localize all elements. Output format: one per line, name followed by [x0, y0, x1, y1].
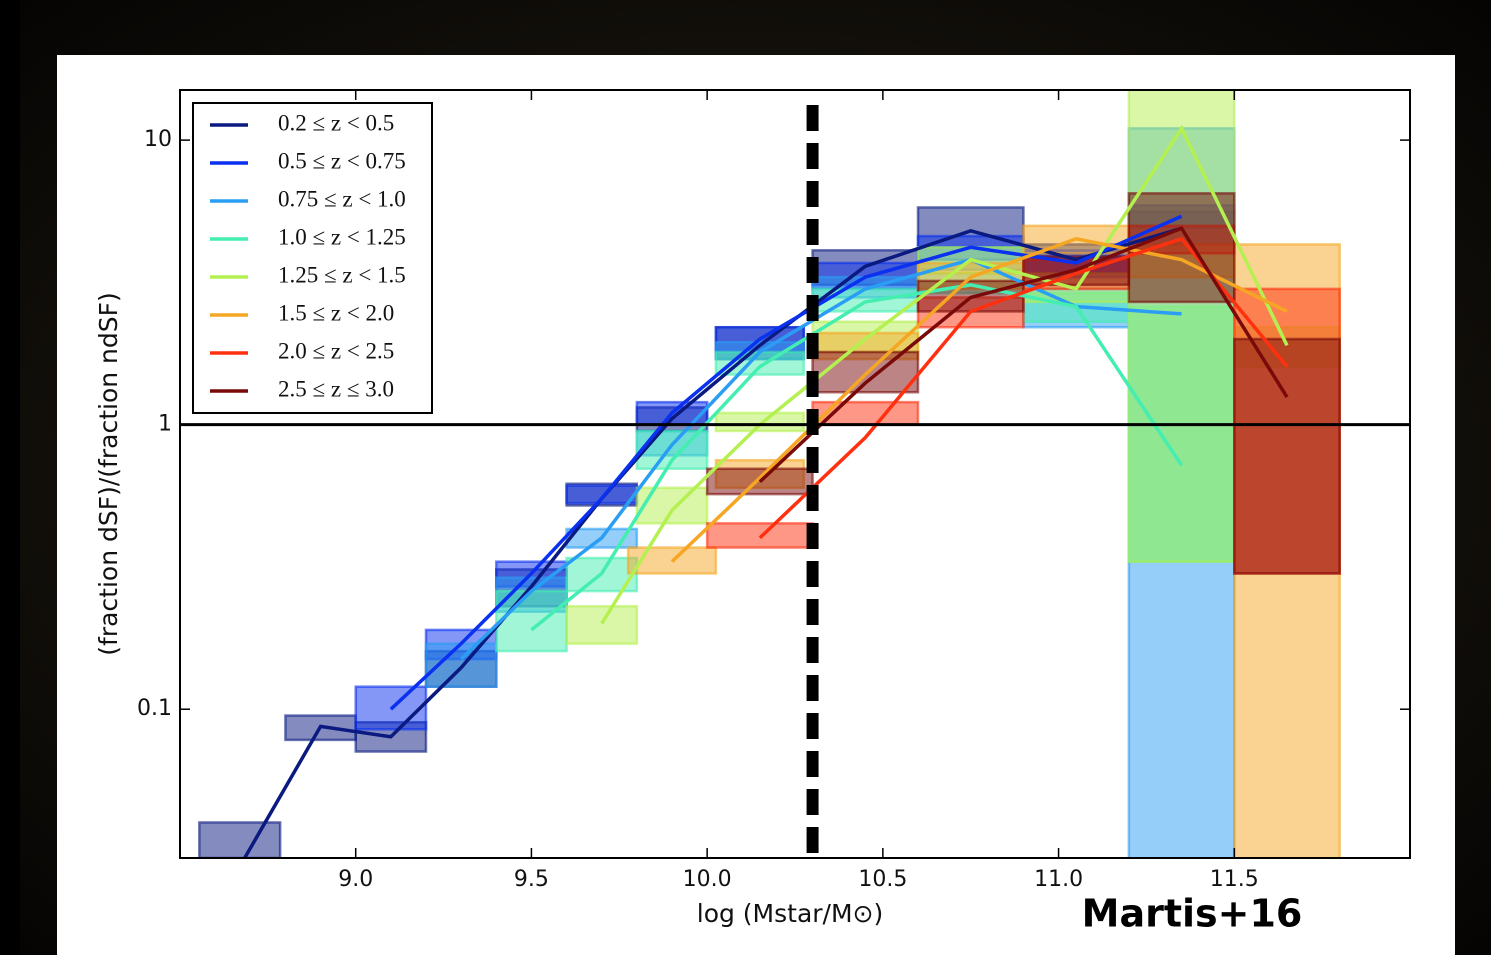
error-box [495, 589, 568, 653]
error-box [1127, 90, 1236, 563]
legend-label: 0.2 ≤ z < 0.5 [278, 110, 394, 135]
series-line [670, 236, 1288, 563]
citation: Martis+16 [1082, 892, 1303, 936]
x-tick-label: 11.0 [1034, 867, 1083, 892]
legend-label: 2.0 ≤ z < 2.5 [278, 338, 394, 363]
x-tick-label: 10.5 [858, 867, 907, 892]
series-line [600, 124, 1289, 625]
error-box [284, 714, 357, 742]
y-tick-label: 0.1 [137, 696, 172, 721]
legend-label: 0.5 ≤ z < 0.75 [278, 148, 406, 173]
legend-box [192, 102, 433, 414]
x-tick-label: 9.0 [338, 867, 373, 892]
edge [0, 0, 20, 955]
error-box [1233, 337, 1341, 575]
x-tick-label: 10.0 [683, 867, 732, 892]
y-axis-label: (fraction dSF)/(fraction ndSF) [94, 292, 123, 655]
error-box [635, 486, 709, 525]
legend-label: 2.5 ≤ z ≤ 3.0 [278, 376, 394, 401]
legend-label: 1.25 ≤ z < 1.5 [278, 262, 406, 287]
legend-label: 1.0 ≤ z < 1.25 [278, 224, 406, 249]
y-tick-label: 1 [158, 412, 172, 437]
legend-label: 0.75 ≤ z < 1.0 [278, 186, 406, 211]
plot-frame [179, 89, 1411, 859]
error-box [714, 411, 806, 433]
error-box [565, 605, 639, 645]
x-tick-label: 11.5 [1210, 867, 1259, 892]
series-line [242, 226, 1183, 858]
x-tick-label: 9.5 [514, 867, 549, 892]
error-box [811, 350, 920, 394]
series-line [758, 236, 1289, 540]
error-box [811, 400, 920, 426]
y-tick-label: 10 [144, 127, 172, 152]
series-line [459, 257, 1182, 661]
error-box [705, 522, 814, 549]
legend-label: 1.5 ≤ z < 2.0 [278, 300, 394, 325]
x-axis-label: log (Mstar/M⊙) [697, 899, 884, 928]
error-box [198, 821, 282, 858]
series-line [389, 214, 1183, 711]
series-line [758, 226, 1289, 484]
